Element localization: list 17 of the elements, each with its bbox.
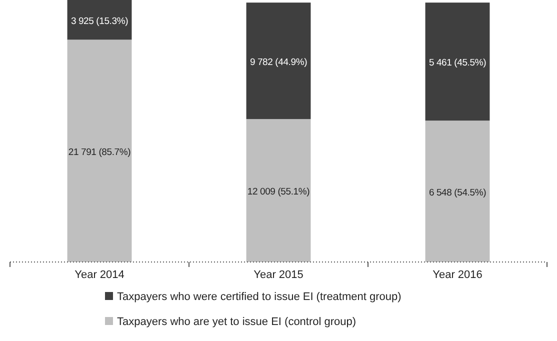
x-tick-label: Year 2014 — [74, 268, 124, 281]
data-label: 9 782 (44.9%) — [250, 56, 308, 68]
x-tick-label: Year 2015 — [254, 268, 304, 281]
legend-label: Taxpayers who were certified to issue EI (treatment group) — [117, 291, 402, 303]
data-label: 6 548 (54.5%) — [428, 187, 486, 198]
data-label: 3 925 (15.3%) — [70, 16, 128, 27]
data-label: 12 009 (55.1%) — [247, 186, 310, 198]
bar — [246, 119, 311, 262]
bar — [67, 0, 132, 40]
bar — [246, 2, 311, 120]
bar — [425, 2, 490, 121]
x-tick-label: Year 2016 — [432, 268, 482, 281]
bar — [425, 120, 490, 262]
data-label: 21 791 (85.7%) — [68, 146, 131, 158]
legend-label: Taxpayers who are yet to issue EI (control group) — [117, 316, 356, 328]
data-label: 5 461 (45.5%) — [428, 58, 486, 69]
bar — [67, 40, 132, 262]
